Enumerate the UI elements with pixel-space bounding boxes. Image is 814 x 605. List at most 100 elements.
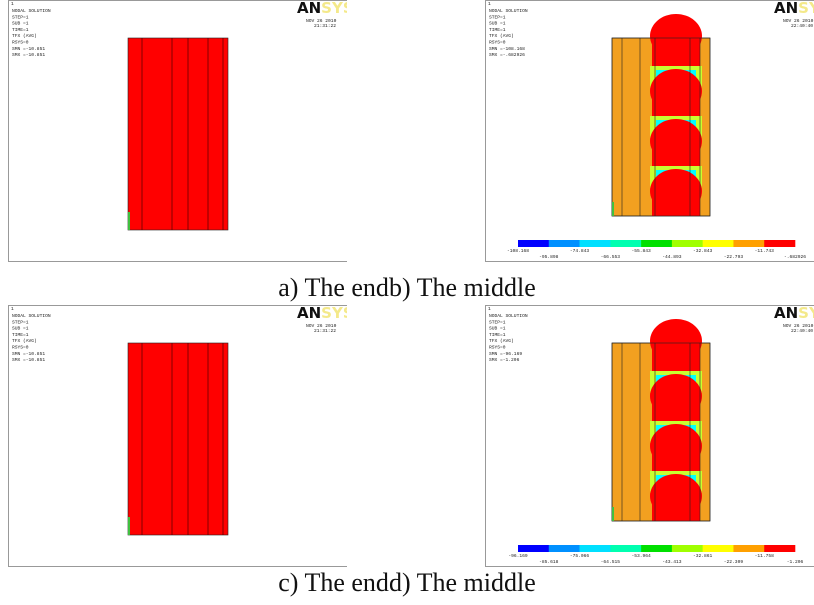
info-line: RSYS=0 xyxy=(489,345,506,351)
info-line: TIME=1 xyxy=(489,27,506,33)
window-number: 1 xyxy=(11,306,14,312)
legend-swatch xyxy=(764,545,795,552)
legend-label: -1.206 xyxy=(787,559,804,565)
logo: ANSYS xyxy=(774,0,814,17)
red-blob xyxy=(650,169,702,213)
legend-label: -108.168 xyxy=(507,248,529,254)
info-line: TIME=1 xyxy=(12,332,29,338)
legend-label: -22.793 xyxy=(724,254,744,260)
info-line: TIME=1 xyxy=(12,27,29,33)
legend-label: -66.553 xyxy=(601,254,621,260)
legend-swatch xyxy=(518,240,549,247)
caption-row: c) The endd) The middle xyxy=(0,568,814,598)
logo-main: AN xyxy=(774,0,798,17)
logo-tail: SYS xyxy=(798,305,814,322)
logo-main: AN xyxy=(297,305,321,322)
info-line: TFX (AVG) xyxy=(489,338,514,344)
legend-swatch xyxy=(580,240,611,247)
logo-tail: SYS xyxy=(321,0,347,17)
info-line: RSYS=0 xyxy=(489,40,506,46)
red-blob xyxy=(650,319,702,363)
info-line: NODAL SOLUTION xyxy=(489,313,528,319)
model-field xyxy=(128,343,228,535)
info-line: SUB =1 xyxy=(12,21,29,27)
caption: b) The middle xyxy=(389,273,536,302)
info-line: STEP=1 xyxy=(489,14,506,20)
legend-label: -95.898 xyxy=(539,254,559,260)
red-blob xyxy=(650,424,702,468)
time: 22:40:40 xyxy=(791,23,813,29)
legend-label: -11.758 xyxy=(755,553,775,559)
legend-swatch xyxy=(733,545,764,552)
info-line: SMN =-10.851 xyxy=(12,351,45,357)
info-line: TIME=1 xyxy=(489,332,506,338)
legend-swatch xyxy=(764,240,795,247)
legend-label: -43.413 xyxy=(662,559,682,565)
logo: ANSYS xyxy=(774,305,814,322)
legend-label: -85.618 xyxy=(539,559,559,565)
legend-label: -64.515 xyxy=(601,559,621,565)
legend-label: -44.893 xyxy=(662,254,682,260)
legend-label: -53.964 xyxy=(631,553,651,559)
logo-tail: SYS xyxy=(321,305,347,322)
caption: c) The end xyxy=(278,568,389,597)
caption: a) The end xyxy=(278,273,389,302)
info-line: SMX =-.682926 xyxy=(489,52,525,58)
ansys-panel: 1NODAL SOLUTIONSTEP=1SUB =1TIME=1TFX (AV… xyxy=(485,0,814,262)
red-blob xyxy=(650,374,702,418)
red-blob xyxy=(650,69,702,113)
info-line: RSYS=0 xyxy=(12,40,29,46)
info-line: NODAL SOLUTION xyxy=(12,8,51,14)
caption-row: a) The endb) The middle xyxy=(0,273,814,303)
window-number: 1 xyxy=(11,1,14,7)
legend-label: -74.843 xyxy=(570,248,590,254)
legend-swatch xyxy=(672,240,703,247)
info-line: SMX =-1.206 xyxy=(489,357,520,363)
legend-label: -.682926 xyxy=(784,254,806,260)
info-line: SMX =-10.851 xyxy=(12,357,45,363)
legend-label: -55.843 xyxy=(631,248,651,254)
legend-swatch xyxy=(610,240,641,247)
legend-label: -32.843 xyxy=(693,248,713,254)
info-line: STEP=1 xyxy=(12,319,29,325)
info-line: STEP=1 xyxy=(489,319,506,325)
window-number: 1 xyxy=(488,1,491,7)
legend-swatch xyxy=(518,545,549,552)
logo: ANSYS xyxy=(297,305,347,322)
legend-swatch xyxy=(549,545,580,552)
legend-swatch xyxy=(641,240,672,247)
red-blob xyxy=(650,14,702,58)
info-line: SUB =1 xyxy=(12,326,29,332)
legend-swatch xyxy=(703,240,734,247)
page: a) The endb) The middle c) The endd) The… xyxy=(0,0,814,605)
legend-label: -75.066 xyxy=(570,553,590,559)
legend-swatch xyxy=(580,545,611,552)
info-line: TFX (AVG) xyxy=(12,33,37,39)
legend-label: -32.861 xyxy=(693,553,713,559)
caption: d) The middle xyxy=(389,568,536,597)
red-blob xyxy=(650,474,702,518)
time: 21:31:22 xyxy=(314,328,336,334)
legend-swatch xyxy=(549,240,580,247)
info-line: SMX =-10.851 xyxy=(12,52,45,58)
legend-swatch xyxy=(610,545,641,552)
info-line: STEP=1 xyxy=(12,14,29,20)
legend-label: -22.309 xyxy=(724,559,744,565)
model-field xyxy=(128,38,228,230)
info-line: SUB =1 xyxy=(489,326,506,332)
time: 22:40:40 xyxy=(791,328,813,334)
logo-main: AN xyxy=(297,0,321,17)
legend-label: -11.743 xyxy=(755,248,775,254)
info-line: SMN =-108.168 xyxy=(489,46,525,52)
window-number: 1 xyxy=(488,306,491,312)
info-line: TFX (AVG) xyxy=(12,338,37,344)
legend-swatch xyxy=(703,545,734,552)
info-line: TFX (AVG) xyxy=(489,33,514,39)
info-line: SMN =-10.851 xyxy=(12,46,45,52)
legend-label: -96.169 xyxy=(508,553,528,559)
logo-tail: SYS xyxy=(798,0,814,17)
info-line: RSYS=0 xyxy=(12,345,29,351)
